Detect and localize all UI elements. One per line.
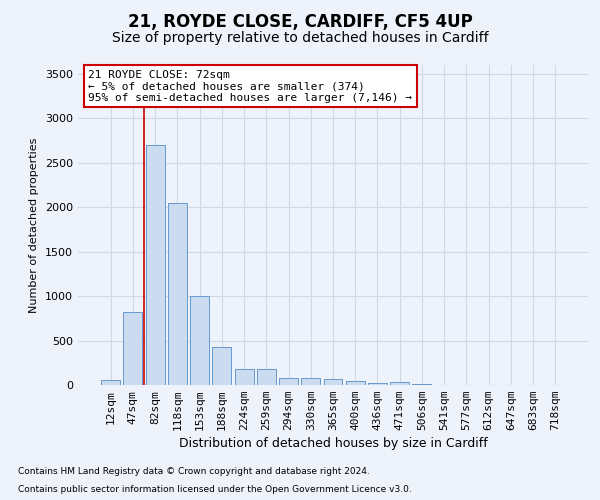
Text: 21 ROYDE CLOSE: 72sqm
← 5% of detached houses are smaller (374)
95% of semi-deta: 21 ROYDE CLOSE: 72sqm ← 5% of detached h… [88, 70, 412, 103]
Y-axis label: Number of detached properties: Number of detached properties [29, 138, 40, 312]
Bar [124, 312, 142, 385]
Bar [390, 382, 409, 385]
Text: Contains HM Land Registry data © Crown copyright and database right 2024.: Contains HM Land Registry data © Crown c… [18, 467, 370, 476]
Bar [412, 384, 431, 385]
Bar [257, 370, 276, 385]
Bar [146, 145, 164, 385]
Bar [235, 369, 254, 385]
Bar [101, 380, 120, 385]
Bar [346, 380, 365, 385]
Bar [168, 203, 187, 385]
Bar [368, 383, 387, 385]
X-axis label: Distribution of detached houses by size in Cardiff: Distribution of detached houses by size … [179, 438, 487, 450]
Bar [279, 378, 298, 385]
Text: Contains public sector information licensed under the Open Government Licence v3: Contains public sector information licen… [18, 485, 412, 494]
Text: 21, ROYDE CLOSE, CARDIFF, CF5 4UP: 21, ROYDE CLOSE, CARDIFF, CF5 4UP [128, 12, 472, 30]
Bar [301, 378, 320, 385]
Bar [190, 296, 209, 385]
Text: Size of property relative to detached houses in Cardiff: Size of property relative to detached ho… [112, 31, 488, 45]
Bar [323, 379, 343, 385]
Bar [212, 347, 231, 385]
